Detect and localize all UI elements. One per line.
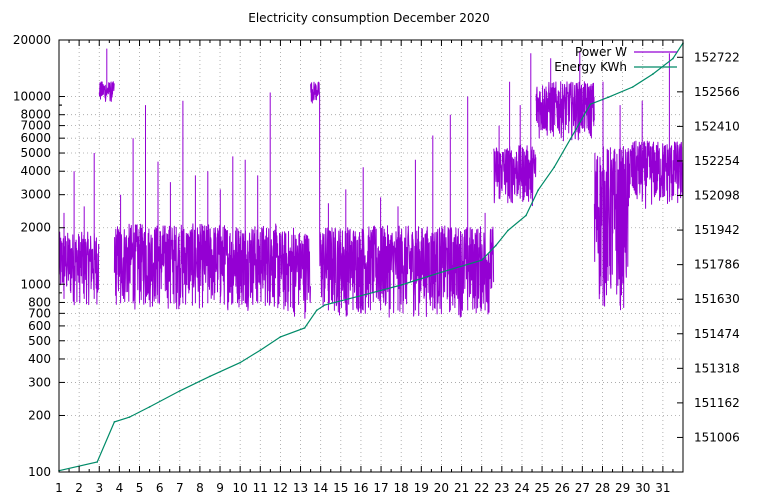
x-tick-label: 21 — [454, 481, 469, 495]
legend-label: Energy KWh — [554, 60, 627, 74]
energy-point — [672, 57, 674, 60]
x-tick-label: 3 — [95, 481, 103, 495]
x-tick-label: 17 — [373, 481, 388, 495]
y2-tick-label: 152410 — [694, 119, 740, 133]
y2-tick-label: 151162 — [694, 396, 740, 410]
y2-tick-label: 151630 — [694, 292, 740, 306]
y2-tick-label: 151474 — [694, 327, 740, 341]
energy-point — [360, 294, 362, 297]
energy-point — [589, 103, 592, 105]
y-tick-label: 1000 — [20, 277, 51, 291]
y-tick-label: 400 — [28, 352, 51, 366]
y-tick-label: 100 — [28, 465, 51, 479]
y-tick-label: 500 — [28, 334, 51, 348]
y-tick-label: 600 — [28, 319, 51, 333]
energy-point — [239, 361, 241, 364]
x-tick-label: 22 — [474, 481, 489, 495]
energy-point — [537, 189, 539, 191]
x-tick-label: 31 — [655, 481, 670, 495]
chart-title: Electricity consumption December 2020 — [248, 11, 490, 25]
energy-point — [480, 259, 483, 262]
x-tick-label: 10 — [233, 481, 248, 495]
legend-label: Power W — [575, 45, 627, 59]
y-tick-label: 800 — [28, 295, 51, 309]
x-tick-label: 11 — [253, 481, 268, 495]
y-tick-label: 200 — [28, 408, 51, 422]
y-tick-label: 700 — [28, 306, 51, 320]
energy-point — [113, 421, 116, 423]
y2-tick-label: 152722 — [694, 50, 740, 64]
y2-tick-label: 151006 — [694, 430, 740, 444]
energy-point — [507, 229, 509, 232]
y-tick-label: 300 — [28, 375, 51, 389]
y-tick-label: 3000 — [20, 188, 51, 202]
x-tick-label: 29 — [615, 481, 630, 495]
energy-point — [495, 244, 497, 247]
x-tick-label: 7 — [176, 481, 184, 495]
y-tick-label: 10000 — [13, 90, 51, 104]
energy-point — [128, 416, 131, 418]
x-tick-label: 8 — [196, 481, 204, 495]
x-tick-label: 12 — [273, 481, 288, 495]
energy-point — [569, 138, 572, 140]
x-tick-label: 18 — [394, 481, 409, 495]
x-tick-label: 1 — [55, 481, 63, 495]
x-tick-label: 30 — [635, 481, 650, 495]
energy-point — [279, 336, 282, 338]
x-tick-label: 20 — [434, 481, 449, 495]
power-line — [58, 48, 684, 319]
x-tick-label: 6 — [156, 481, 164, 495]
x-tick-label: 25 — [534, 481, 549, 495]
energy-point — [553, 166, 555, 168]
x-tick-label: 14 — [313, 481, 328, 495]
energy-point — [652, 73, 654, 75]
y-tick-label: 7000 — [20, 119, 51, 133]
x-tick-label: 2 — [75, 481, 83, 495]
power-series — [58, 48, 684, 319]
energy-point — [400, 284, 403, 286]
x-tick-label: 16 — [353, 481, 368, 495]
energy-point — [96, 461, 98, 463]
x-tick-label: 28 — [595, 481, 610, 495]
y2-tick-label: 151318 — [694, 361, 740, 375]
y2-tick-label: 152566 — [694, 85, 740, 99]
x-tick-label: 13 — [293, 481, 308, 495]
y2-tick-label: 151786 — [694, 258, 740, 272]
energy-point — [631, 86, 634, 88]
y-tick-label: 6000 — [20, 131, 51, 145]
y-tick-label: 4000 — [20, 164, 51, 178]
y2-tick-label: 151942 — [694, 223, 740, 237]
energy-point — [303, 327, 306, 329]
energy-point — [323, 304, 326, 306]
x-tick-label: 5 — [136, 481, 144, 495]
energy-point — [315, 309, 318, 312]
energy-point — [179, 390, 181, 392]
y2-tick-label: 152098 — [694, 189, 740, 203]
y-tick-label: 20000 — [13, 33, 51, 47]
x-tick-label: 9 — [216, 481, 224, 495]
energy-point — [607, 96, 610, 98]
energy-point — [525, 214, 527, 217]
y-tick-label: 5000 — [20, 146, 51, 160]
energy-point — [209, 375, 211, 378]
x-tick-label: 19 — [414, 481, 429, 495]
energy-point — [440, 271, 443, 274]
axis-ticks: 1 2 3 4 5 6 7 8 9 10 11 12 13 14 15 16 17 18 19 20 21 22 23 24 2… — [13, 33, 740, 495]
y2-tick-label: 152254 — [694, 154, 740, 168]
x-tick-label: 26 — [555, 481, 570, 495]
x-tick-label: 23 — [494, 481, 509, 495]
x-tick-label: 24 — [514, 481, 529, 495]
x-tick-label: 27 — [575, 481, 590, 495]
y-tick-label: 2000 — [20, 221, 51, 235]
y-tick-label: 8000 — [20, 108, 51, 122]
x-tick-label: 4 — [116, 481, 124, 495]
energy-point — [148, 406, 151, 408]
energy-point — [259, 349, 262, 352]
x-tick-label: 15 — [333, 481, 348, 495]
